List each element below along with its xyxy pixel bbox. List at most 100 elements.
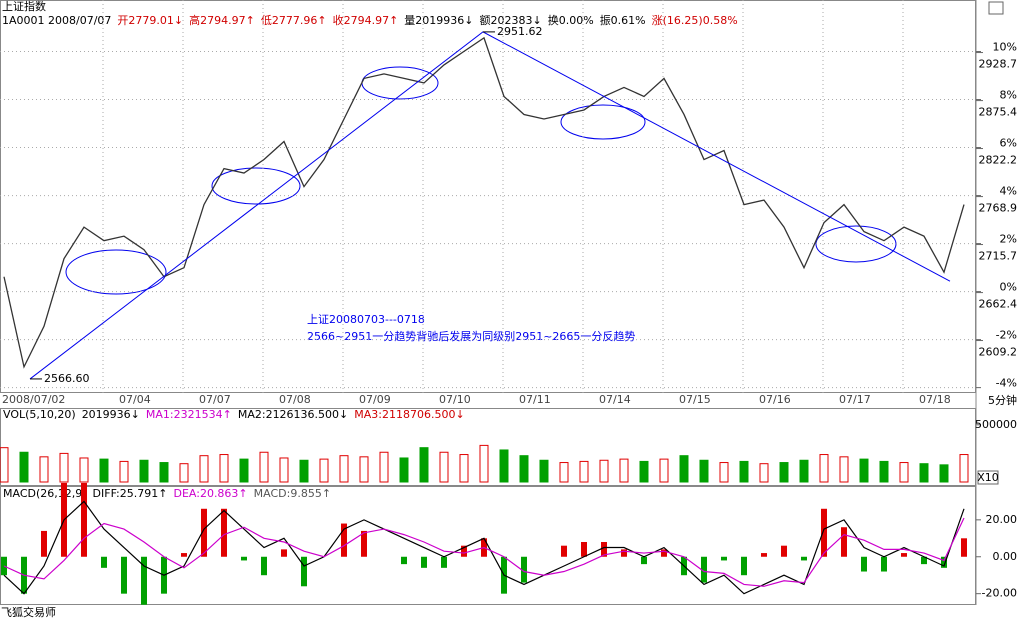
y-tick-label: 2822.2 <box>979 154 1018 167</box>
macd-bar <box>521 556 527 583</box>
volume-bar <box>679 455 689 483</box>
volume-bar <box>619 458 629 483</box>
scale-button-label[interactable]: X10 <box>977 471 999 484</box>
macd-line <box>3 500 965 595</box>
macd-bar <box>801 556 807 561</box>
header-item: 1A0001 2008/07/07 <box>2 14 111 27</box>
x-tick-label: 07/15 <box>679 393 711 406</box>
header-item: 收2794.97↑ <box>333 13 399 27</box>
volume-bar <box>119 460 129 483</box>
y-tick-label: 2609.2 <box>979 346 1018 359</box>
volume-bar <box>579 460 589 483</box>
x-tick-label: 07/07 <box>199 393 231 406</box>
volume-bar <box>399 457 409 483</box>
highlight-ellipse <box>65 249 167 295</box>
y2-tick-label: 10% <box>993 41 1017 54</box>
macd-bar <box>181 553 187 557</box>
volume-bar <box>699 459 709 483</box>
scale-button[interactable] <box>977 470 999 485</box>
volume-bar <box>819 454 829 483</box>
macd-bar <box>881 556 887 572</box>
volume-bar <box>279 457 289 483</box>
chart-title: 上证指数 <box>2 0 46 13</box>
macd-bar <box>41 530 47 557</box>
macd-bar <box>621 549 627 557</box>
macd-bar <box>841 527 847 557</box>
volume-bar <box>539 459 549 483</box>
volume-bar <box>19 451 29 483</box>
legend-item: 2019936↓ <box>82 408 140 421</box>
macd-bar <box>101 556 107 568</box>
volume-bar <box>779 462 789 483</box>
x-tick-label: 07/09 <box>359 393 391 406</box>
volume-bar <box>79 457 89 483</box>
macd-bar <box>461 545 467 557</box>
legend-item: MACD(26,12,9) <box>3 487 87 500</box>
volume-bar <box>899 462 909 483</box>
x-tick-label: 07/14 <box>599 393 631 406</box>
volume-bar <box>939 464 949 483</box>
y-tick-label: 2928.7 <box>979 58 1018 71</box>
header-item: 额202383↓ <box>480 14 542 27</box>
volume-bar <box>59 452 69 483</box>
volume-bar <box>559 462 569 483</box>
volume-bar <box>239 458 249 483</box>
macd-bar <box>201 508 207 557</box>
volume-bar <box>959 454 969 483</box>
y-tick-label: 500000 <box>975 418 1017 431</box>
footer: 飞狐交易师 <box>1 605 56 619</box>
macd-bar <box>941 556 947 568</box>
macd-bar <box>261 556 267 576</box>
macd-bar <box>121 556 127 594</box>
x-tick-label: 07/18 <box>919 393 951 406</box>
volume-bar <box>159 462 169 483</box>
volume-bar <box>99 458 109 483</box>
volume-bar <box>479 444 489 483</box>
x-tick-label: 07/16 <box>759 393 791 406</box>
macd-bar <box>361 530 367 557</box>
x-tick-label: 07/08 <box>279 393 311 406</box>
volume-bar <box>179 463 189 483</box>
legend-item: MA2:2126136.500↓ <box>238 408 348 421</box>
header-item: 涨(16.25)0.58% <box>652 14 738 27</box>
macd-bar <box>341 523 347 557</box>
volume-bar <box>839 456 849 483</box>
volume-bar <box>319 458 329 483</box>
macd-bar <box>281 549 287 557</box>
window-button[interactable] <box>988 1 1004 15</box>
volume-bar <box>199 455 209 483</box>
macd-bar <box>921 556 927 565</box>
legend-item: MA1:2321534↑ <box>146 408 232 421</box>
macd-bar <box>701 556 707 583</box>
interval-label: 5分钟 <box>988 393 1017 407</box>
y-tick-label: 2768.9 <box>979 202 1018 215</box>
legend-item: MA3:2118706.500↓ <box>354 408 464 421</box>
macd-bar <box>221 508 227 557</box>
macd-bar <box>861 556 867 572</box>
macd-bar <box>141 556 147 605</box>
y2-tick-label: 0% <box>1000 281 1017 294</box>
macd-bar <box>581 541 587 557</box>
macd-bar <box>901 553 907 557</box>
volume-bar <box>139 459 149 483</box>
header-item: 高2794.97↑ <box>189 13 255 27</box>
y-tick-label: 2715.7 <box>979 250 1018 263</box>
volume-bar <box>859 458 869 483</box>
x-tick-label: 07/17 <box>839 393 871 406</box>
macd-bar <box>821 508 827 557</box>
volume-bar <box>879 460 889 483</box>
y2-tick-label: -2% <box>996 329 1017 342</box>
volume-bar <box>39 456 49 483</box>
volume-bar <box>599 459 609 483</box>
macd-bar <box>401 556 407 565</box>
y-tick-label: 20.00 <box>986 513 1018 526</box>
y2-tick-label: -4% <box>996 377 1017 390</box>
legend-item: VOL(5,10,20) <box>3 408 76 421</box>
y-tick-label: 2875.4 <box>979 106 1018 119</box>
macd-bar <box>241 556 247 561</box>
y2-tick-label: 6% <box>1000 137 1017 150</box>
value-label: 2951.62 <box>497 25 543 38</box>
volume-bar <box>719 462 729 483</box>
